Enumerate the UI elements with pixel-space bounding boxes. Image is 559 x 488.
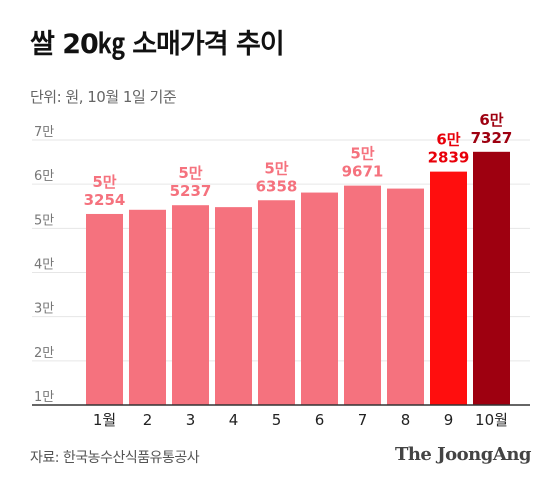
x-tick-label: 3 (186, 411, 196, 429)
x-tick-label: 1월 (93, 411, 116, 429)
bar-3 (172, 205, 209, 405)
x-tick-label: 8 (401, 411, 411, 429)
chart-title: 쌀 20㎏ 소매가격 추이 (30, 29, 285, 60)
bar-8 (387, 188, 424, 405)
data-label-value: 5237 (170, 182, 212, 200)
bar-1 (86, 213, 123, 405)
bar-7 (344, 185, 381, 405)
x-tick-label: 10월 (475, 411, 508, 429)
x-tick-label: 4 (229, 411, 239, 429)
y-tick-label: 1만 (34, 390, 54, 405)
axes: 1만 2만 3만 4만 5만 6만 7만 1월 2 3 4 5 6 7 8 9 10월 (32, 125, 530, 429)
data-label-unit: 5만 (178, 164, 202, 182)
data-label-unit: 5만 (350, 145, 374, 163)
data-label-unit: 6만 (479, 111, 503, 129)
bar-6 (301, 192, 338, 405)
y-tick-label: 5만 (34, 213, 54, 228)
x-tick-label: 5 (272, 411, 282, 429)
data-label-unit: 5만 (92, 173, 116, 191)
data-label-unit: 6만 (436, 131, 460, 149)
y-tick-label: 6만 (34, 169, 54, 184)
data-label-value: 3254 (84, 191, 126, 209)
bar-5 (258, 200, 295, 405)
y-tick-label: 4만 (34, 258, 54, 273)
bars (86, 151, 510, 405)
chart-subtitle: 단위: 원, 10월 1일 기준 (30, 88, 177, 106)
data-label-value: 2839 (428, 149, 470, 167)
x-tick-label: 2 (143, 411, 153, 429)
source-note: 자료: 한국농수산식품유통공사 (30, 450, 200, 466)
y-tick-label: 3만 (34, 302, 54, 317)
y-tick-label: 2만 (34, 346, 54, 361)
y-tick-label: 7만 (34, 125, 54, 140)
x-tick-label: 6 (315, 411, 325, 429)
data-label-value: 6358 (256, 177, 298, 195)
bar-9 (430, 171, 467, 405)
bar-2 (129, 209, 166, 405)
data-label-unit: 5만 (264, 159, 288, 177)
brand-logo: The JoongAng (394, 444, 532, 465)
bar-4 (215, 207, 252, 405)
bar-10 (473, 151, 510, 405)
data-label-value: 9671 (342, 163, 384, 181)
x-tick-label: 7 (358, 411, 368, 429)
data-label-value: 7327 (471, 129, 513, 147)
x-tick-label: 9 (444, 411, 454, 429)
